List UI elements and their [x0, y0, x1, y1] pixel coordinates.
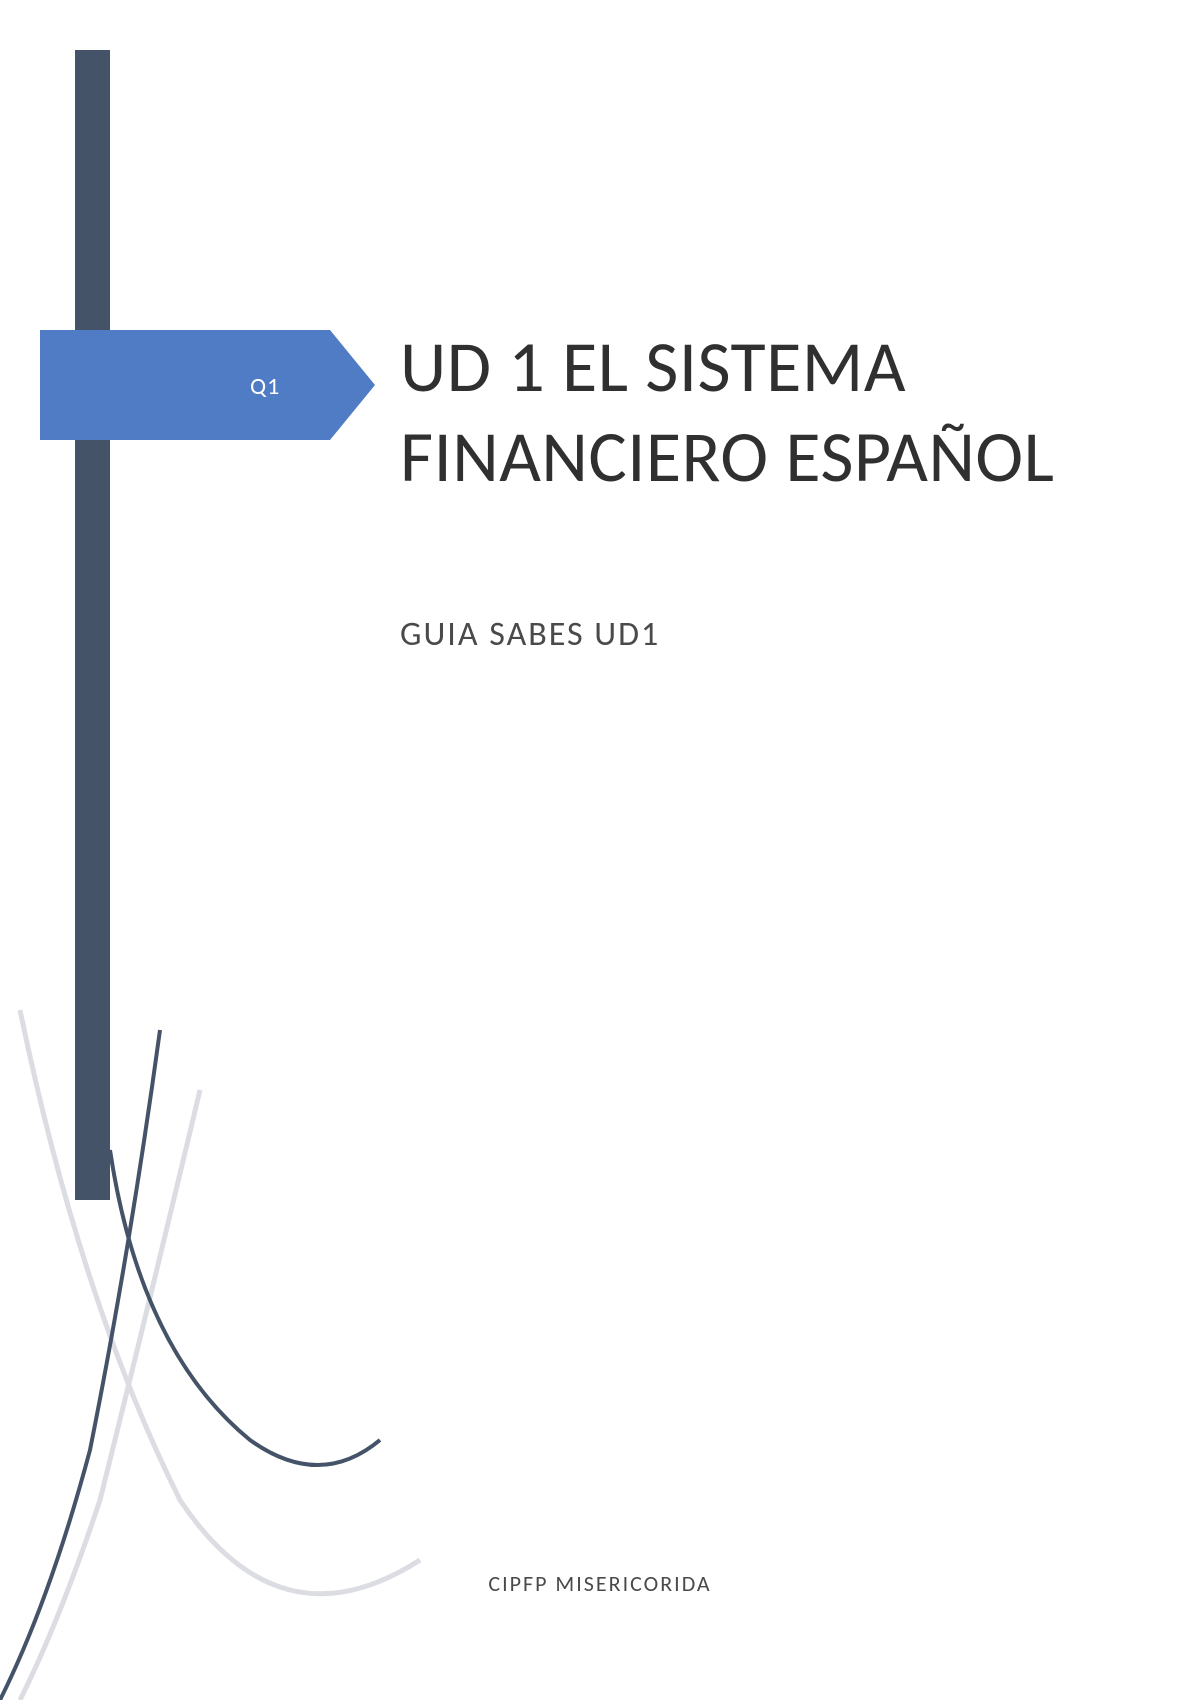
- footer-organization: CIPFP MISERICORIDA: [0, 1570, 1200, 1597]
- document-title: UD 1 EL SISTEMA FINANCIERO ESPAÑOL: [400, 322, 1100, 502]
- arrow-banner-tip: [330, 330, 375, 440]
- vertical-sidebar-bar: [75, 50, 110, 1200]
- arrow-banner-label: Q1: [250, 372, 280, 401]
- document-subtitle: GUIA SABES UD1: [400, 614, 660, 655]
- arrow-banner: [40, 330, 330, 440]
